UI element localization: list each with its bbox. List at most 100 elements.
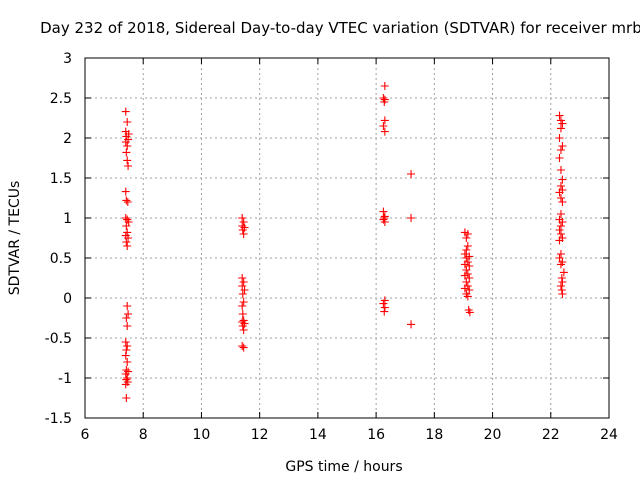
data-point bbox=[555, 188, 564, 197]
x-tick-label: 12 bbox=[251, 427, 269, 443]
data-point bbox=[238, 310, 247, 318]
data-point bbox=[121, 370, 130, 378]
x-tick-label: 16 bbox=[367, 427, 385, 443]
data-point bbox=[555, 111, 564, 120]
data-point bbox=[121, 187, 130, 196]
data-point bbox=[407, 320, 416, 329]
data-point bbox=[460, 271, 469, 280]
axis-ticks bbox=[84, 57, 610, 419]
data-point bbox=[556, 230, 565, 238]
data-point bbox=[556, 222, 565, 230]
data-point bbox=[123, 156, 132, 165]
x-tick-label: 24 bbox=[600, 427, 618, 443]
data-point bbox=[122, 346, 131, 354]
data-point bbox=[465, 308, 474, 317]
x-tick-label: 22 bbox=[542, 427, 560, 443]
data-point bbox=[238, 302, 247, 310]
data-point bbox=[558, 119, 567, 128]
data-point bbox=[380, 98, 389, 106]
data-point bbox=[380, 307, 389, 316]
data-point bbox=[238, 322, 247, 330]
data-point bbox=[558, 278, 567, 286]
data-point bbox=[239, 230, 248, 238]
data-point bbox=[407, 170, 416, 178]
data-point bbox=[121, 107, 130, 116]
data-point bbox=[123, 198, 132, 206]
data-point bbox=[122, 148, 131, 157]
data-point bbox=[380, 82, 389, 90]
data-point bbox=[123, 374, 132, 382]
data-point bbox=[556, 124, 565, 133]
y-tick-label: 2.5 bbox=[50, 91, 72, 107]
data-point bbox=[380, 303, 389, 312]
data-point bbox=[121, 351, 130, 360]
data-point bbox=[238, 274, 247, 282]
data-point bbox=[379, 207, 388, 216]
data-point bbox=[122, 222, 131, 230]
data-point bbox=[124, 234, 133, 242]
data-point bbox=[123, 342, 132, 350]
x-tick-label: 14 bbox=[309, 427, 327, 443]
chart-title: Day 232 of 2018, Sidereal Day-to-day VTE… bbox=[40, 19, 640, 37]
data-point bbox=[121, 138, 130, 146]
data-point bbox=[556, 282, 565, 290]
y-tick-label: 0 bbox=[63, 291, 72, 307]
data-point bbox=[558, 198, 567, 206]
data-point bbox=[462, 234, 471, 242]
data-point bbox=[462, 246, 471, 254]
data-point bbox=[240, 286, 249, 294]
data-point bbox=[239, 218, 248, 226]
data-point bbox=[121, 338, 130, 346]
data-point bbox=[124, 310, 133, 318]
x-tick-labels: 6 8 10 12 14 16 18 20 22 24 bbox=[81, 427, 618, 443]
data-point bbox=[122, 366, 131, 374]
data-point bbox=[556, 146, 565, 154]
data-point bbox=[380, 116, 389, 125]
data-point bbox=[123, 118, 132, 126]
data-point bbox=[556, 210, 565, 218]
data-point bbox=[123, 142, 132, 150]
x-axis-label: GPS time / hours bbox=[285, 459, 402, 475]
y-axis-label: SDTVAR / TECUs bbox=[7, 181, 23, 296]
y-tick-label: 3 bbox=[63, 51, 72, 67]
data-point bbox=[407, 214, 416, 222]
data-point bbox=[556, 182, 565, 190]
data-point bbox=[238, 214, 247, 222]
data-point bbox=[379, 122, 388, 130]
x-tick-label: 10 bbox=[193, 427, 211, 443]
data-point bbox=[558, 290, 567, 298]
y-tick-label: -0.5 bbox=[45, 331, 72, 347]
data-point bbox=[239, 343, 248, 352]
data-point bbox=[558, 218, 567, 226]
data-point bbox=[238, 342, 247, 350]
data-point bbox=[462, 266, 471, 274]
data-point bbox=[460, 250, 469, 258]
data-point bbox=[463, 242, 472, 250]
data-points bbox=[121, 82, 568, 402]
data-point bbox=[380, 127, 389, 136]
data-point bbox=[122, 196, 131, 205]
data-point bbox=[556, 260, 565, 269]
data-point bbox=[462, 278, 471, 286]
y-tick-label: -1 bbox=[58, 371, 72, 387]
data-point bbox=[555, 154, 564, 162]
y-tick-label: 2 bbox=[63, 131, 72, 147]
data-point bbox=[460, 284, 469, 293]
data-point bbox=[379, 299, 388, 308]
data-point bbox=[379, 94, 388, 102]
y-tick-label: 1 bbox=[63, 211, 72, 227]
y-tick-label: 0.5 bbox=[50, 251, 72, 267]
x-tick-label: 20 bbox=[484, 427, 502, 443]
data-point bbox=[239, 278, 248, 286]
data-point bbox=[123, 242, 132, 250]
plot-frame bbox=[84, 57, 610, 419]
data-point bbox=[557, 286, 566, 294]
data-point bbox=[559, 268, 568, 277]
data-point bbox=[238, 226, 247, 234]
data-point bbox=[556, 194, 565, 202]
data-point bbox=[123, 322, 132, 330]
data-point bbox=[462, 254, 471, 262]
data-point bbox=[239, 298, 248, 306]
x-tick-label: 8 bbox=[139, 427, 148, 443]
